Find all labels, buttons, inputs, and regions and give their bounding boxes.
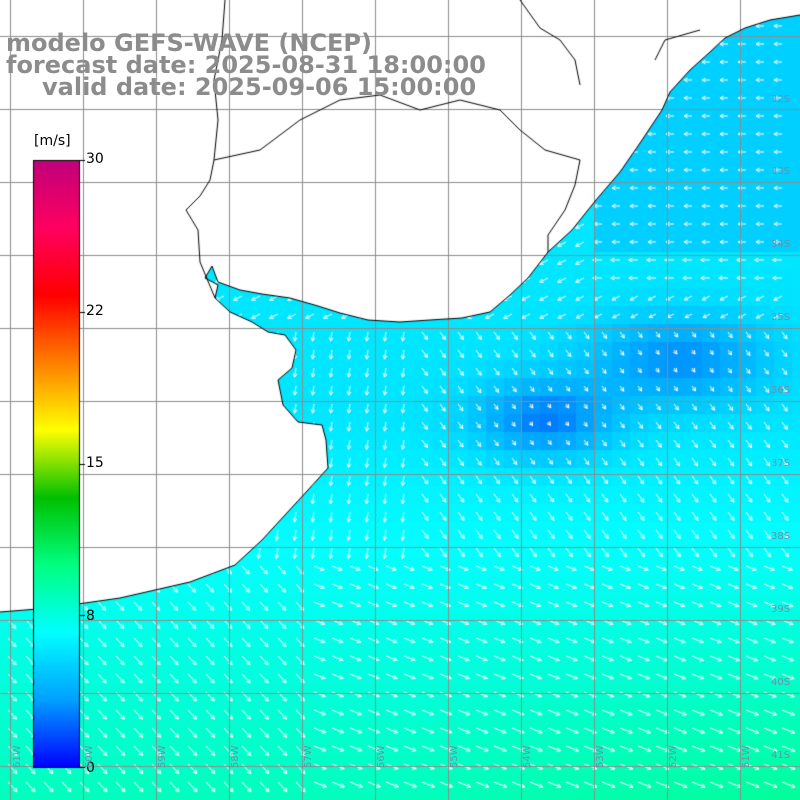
lat-label: 34S [771,239,791,250]
colorbar-tick-15: 15 [86,455,104,471]
model-title: modelo GEFS-WAVE (NCEP) [6,29,372,57]
lat-label: 32S [771,94,791,105]
lon-label: 61W [12,745,23,768]
lat-label: 35S [771,312,791,323]
lon-label: 60W [84,745,95,768]
colorbar-tick-22: 22 [86,303,104,319]
lon-label: 57W [303,745,314,768]
colorbar-tick-0: 0 [86,760,95,776]
lat-label: 33S [771,166,791,177]
colorbar-units: [m/s] [34,133,71,149]
lat-label: 40S [771,677,791,688]
lon-label: 56W [376,745,387,768]
lat-label: 38S [771,531,791,542]
lon-label: 59W [157,745,168,768]
lon-label: 55W [449,745,460,768]
lon-label: 58W [230,745,241,768]
lon-label: 51W [741,745,752,768]
lon-label: 53W [595,745,606,768]
valid-date: valid date: 2025-09-06 15:00:00 [42,73,477,101]
lon-label: 54W [522,745,533,768]
forecast-date: forecast date: 2025-08-31 18:00:00 [6,51,486,79]
lat-label: 37S [771,458,791,469]
lat-label: 39S [771,604,791,615]
colorbar-tick-8: 8 [86,608,95,624]
colorbar-tick-30: 30 [86,151,104,167]
lat-label: 41S [771,750,791,761]
lon-label: 52W [668,745,679,768]
lat-label: 36S [771,385,791,396]
